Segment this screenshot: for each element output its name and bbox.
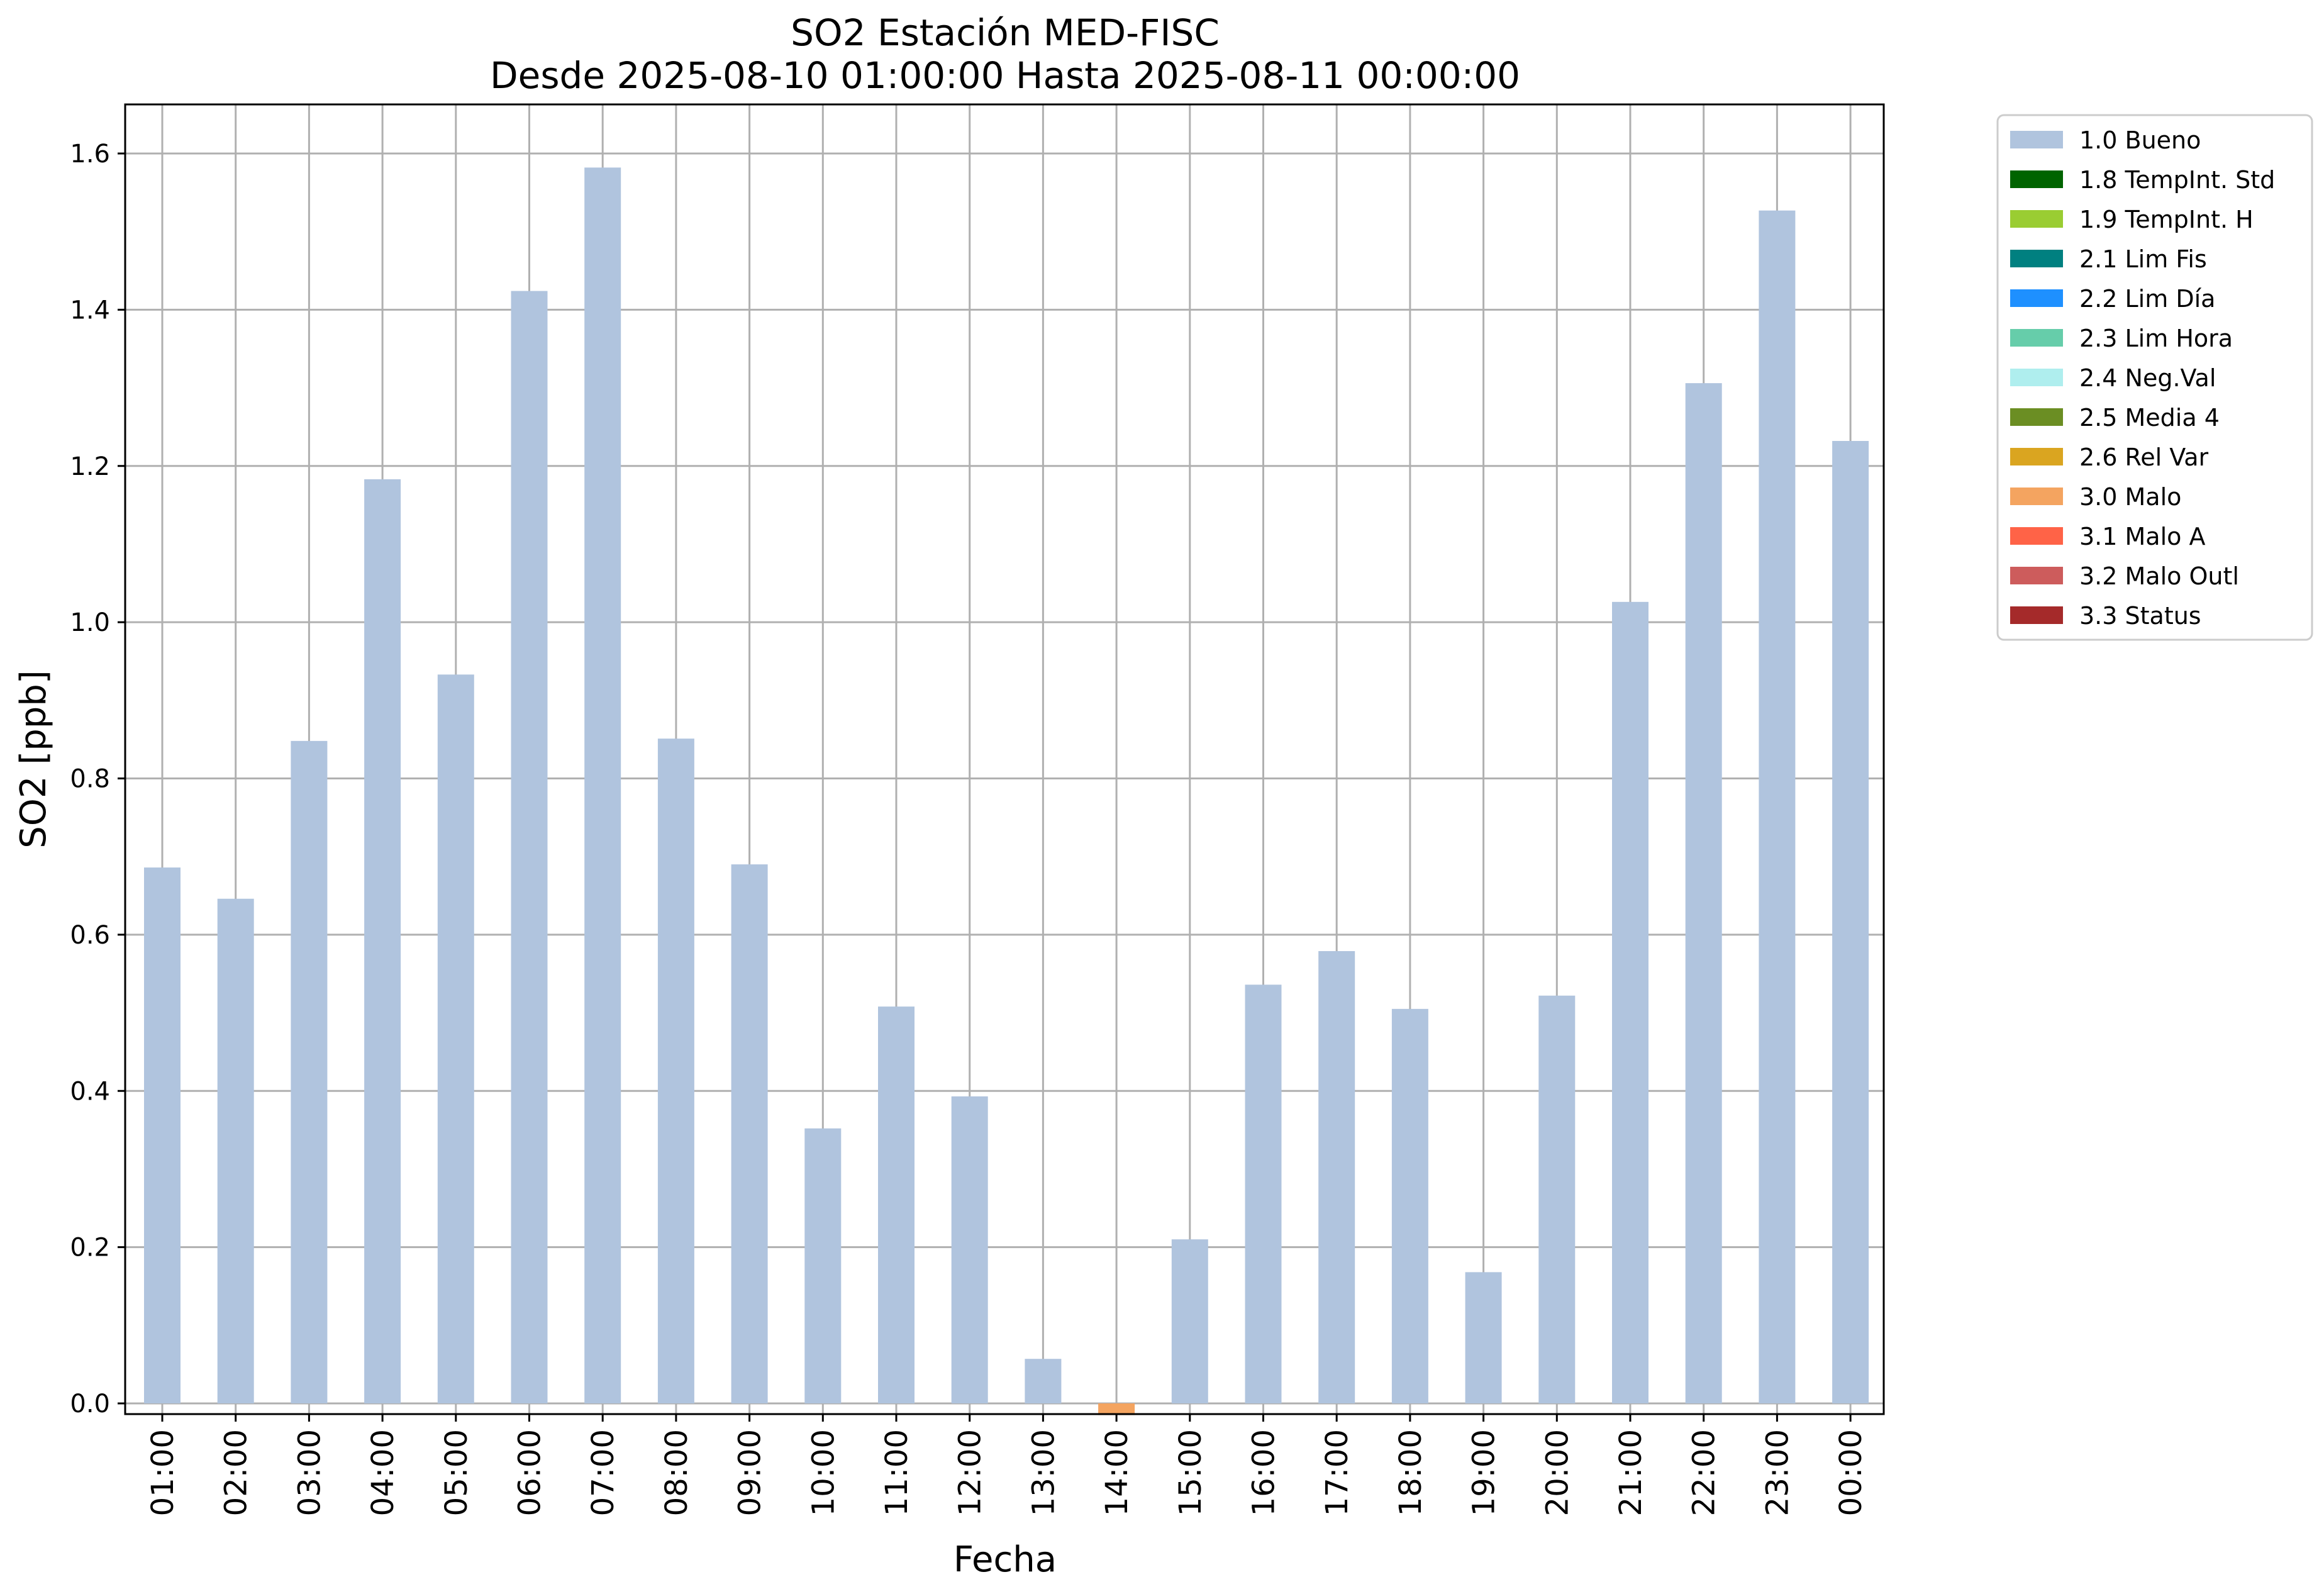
x-tick-label: 10:00 xyxy=(806,1429,841,1516)
plot-frame xyxy=(124,103,1885,1415)
legend-swatch xyxy=(2010,289,2063,307)
legend-swatch xyxy=(2010,488,2063,505)
x-tick-label: 06:00 xyxy=(513,1429,548,1516)
chart-title: SO2 Estación MED-FISC xyxy=(791,11,1220,54)
y-axis: 0.0 0.2 0.4 0.6 0.8 1.0 1.2 1.4 1.6 xyxy=(70,140,125,1418)
x-axis: 01:00 02:00 03:00 04:00 05:00 06:00 07:00 08:00… xyxy=(145,1414,1869,1516)
legend-swatch xyxy=(2010,527,2063,545)
bar xyxy=(144,867,181,1403)
legend-label: 2.4 Neg.Val xyxy=(2079,364,2216,392)
legend-swatch xyxy=(2010,369,2063,386)
y-tick-label: 1.6 xyxy=(70,140,110,169)
x-tick-label: 20:00 xyxy=(1540,1429,1575,1516)
legend-swatch xyxy=(2010,329,2063,347)
legend-swatch xyxy=(2010,210,2063,228)
bar xyxy=(364,479,401,1404)
legend-label: 3.0 Malo xyxy=(2079,483,2181,511)
x-tick-label: 14:00 xyxy=(1099,1429,1135,1516)
bar xyxy=(1245,984,1282,1403)
bar xyxy=(1465,1272,1502,1403)
bar xyxy=(804,1128,842,1403)
x-tick-label: 02:00 xyxy=(219,1429,254,1516)
bar xyxy=(1685,383,1722,1403)
bar xyxy=(217,898,254,1403)
bar xyxy=(1171,1239,1208,1403)
x-tick-label: 19:00 xyxy=(1467,1429,1502,1516)
legend-swatch xyxy=(2010,606,2063,624)
bar xyxy=(511,291,548,1403)
x-tick-label: 13:00 xyxy=(1026,1429,1061,1516)
bar xyxy=(291,740,328,1403)
legend-label: 1.9 TempInt. H xyxy=(2079,206,2254,233)
legend-swatch xyxy=(2010,250,2063,267)
y-tick-label: 0.4 xyxy=(70,1077,110,1106)
bar xyxy=(1759,210,1796,1403)
bar xyxy=(1025,1359,1062,1403)
bar xyxy=(584,167,621,1403)
x-tick-label: 23:00 xyxy=(1760,1429,1795,1516)
legend-label: 1.8 TempInt. Std xyxy=(2079,166,2275,194)
x-tick-label: 00:00 xyxy=(1833,1429,1869,1516)
bar xyxy=(1832,441,1869,1403)
x-tick-label: 07:00 xyxy=(586,1429,621,1516)
legend-label: 2.5 Media 4 xyxy=(2079,404,2220,432)
chart-subtitle: Desde 2025-08-10 01:00:00 Hasta 2025-08-… xyxy=(490,54,1520,97)
x-tick-label: 11:00 xyxy=(879,1429,915,1516)
y-tick-label: 0.2 xyxy=(70,1234,110,1262)
legend: 1.0 Bueno 1.8 TempInt. Std 1.9 TempInt. H 2… xyxy=(1996,114,2313,641)
legend-label: 2.6 Rel Var xyxy=(2079,443,2209,471)
x-tick-label: 09:00 xyxy=(733,1429,768,1516)
y-tick-label: 1.2 xyxy=(70,452,110,481)
bar xyxy=(657,738,694,1403)
legend-frame xyxy=(1996,114,2313,641)
y-tick-label: 1.0 xyxy=(70,608,110,637)
bar xyxy=(1391,1008,1428,1403)
x-tick-label: 12:00 xyxy=(953,1429,988,1516)
x-tick-label: 15:00 xyxy=(1173,1429,1208,1516)
bars xyxy=(144,167,1869,1415)
bar xyxy=(878,1006,915,1403)
legend-swatch xyxy=(2010,170,2063,188)
legend-label: 3.3 Status xyxy=(2079,602,2201,630)
legend-swatch xyxy=(2010,408,2063,426)
legend-swatch xyxy=(2010,448,2063,465)
x-tick-label: 18:00 xyxy=(1393,1429,1428,1516)
y-tick-label: 0.0 xyxy=(70,1390,110,1418)
legend-swatch xyxy=(2010,567,2063,584)
bar xyxy=(1318,950,1355,1403)
x-tick-label: 17:00 xyxy=(1320,1429,1355,1516)
y-tick-label: 1.4 xyxy=(70,296,110,325)
bar xyxy=(951,1096,988,1403)
x-tick-label: 16:00 xyxy=(1247,1429,1282,1516)
bar xyxy=(1098,1403,1135,1415)
y-tick-label: 0.8 xyxy=(70,765,110,794)
x-axis-label: Fecha xyxy=(954,1539,1057,1580)
x-tick-label: 22:00 xyxy=(1687,1429,1722,1516)
bar xyxy=(1612,601,1648,1404)
x-tick-label: 01:00 xyxy=(145,1429,181,1516)
bar xyxy=(731,864,768,1403)
x-tick-label: 03:00 xyxy=(292,1429,327,1516)
x-tick-label: 21:00 xyxy=(1613,1429,1648,1516)
bar xyxy=(437,674,474,1403)
legend-label: 3.2 Malo Outl xyxy=(2079,562,2239,590)
legend-label: 2.1 Lim Fis xyxy=(2079,245,2207,273)
legend-label: 2.2 Lim Día xyxy=(2079,285,2215,313)
x-tick-label: 08:00 xyxy=(659,1429,694,1516)
y-axis-label: SO2 [ppb] xyxy=(13,670,54,848)
legend-label: 3.1 Malo A xyxy=(2079,523,2205,550)
bar xyxy=(1538,995,1576,1403)
y-tick-label: 0.6 xyxy=(70,921,110,950)
legend-label: 1.0 Bueno xyxy=(2079,126,2201,154)
legend-label: 2.3 Lim Hora xyxy=(2079,325,2233,352)
x-tick-label: 04:00 xyxy=(365,1429,401,1516)
legend-swatch xyxy=(2010,131,2063,148)
x-tick-label: 05:00 xyxy=(439,1429,474,1516)
